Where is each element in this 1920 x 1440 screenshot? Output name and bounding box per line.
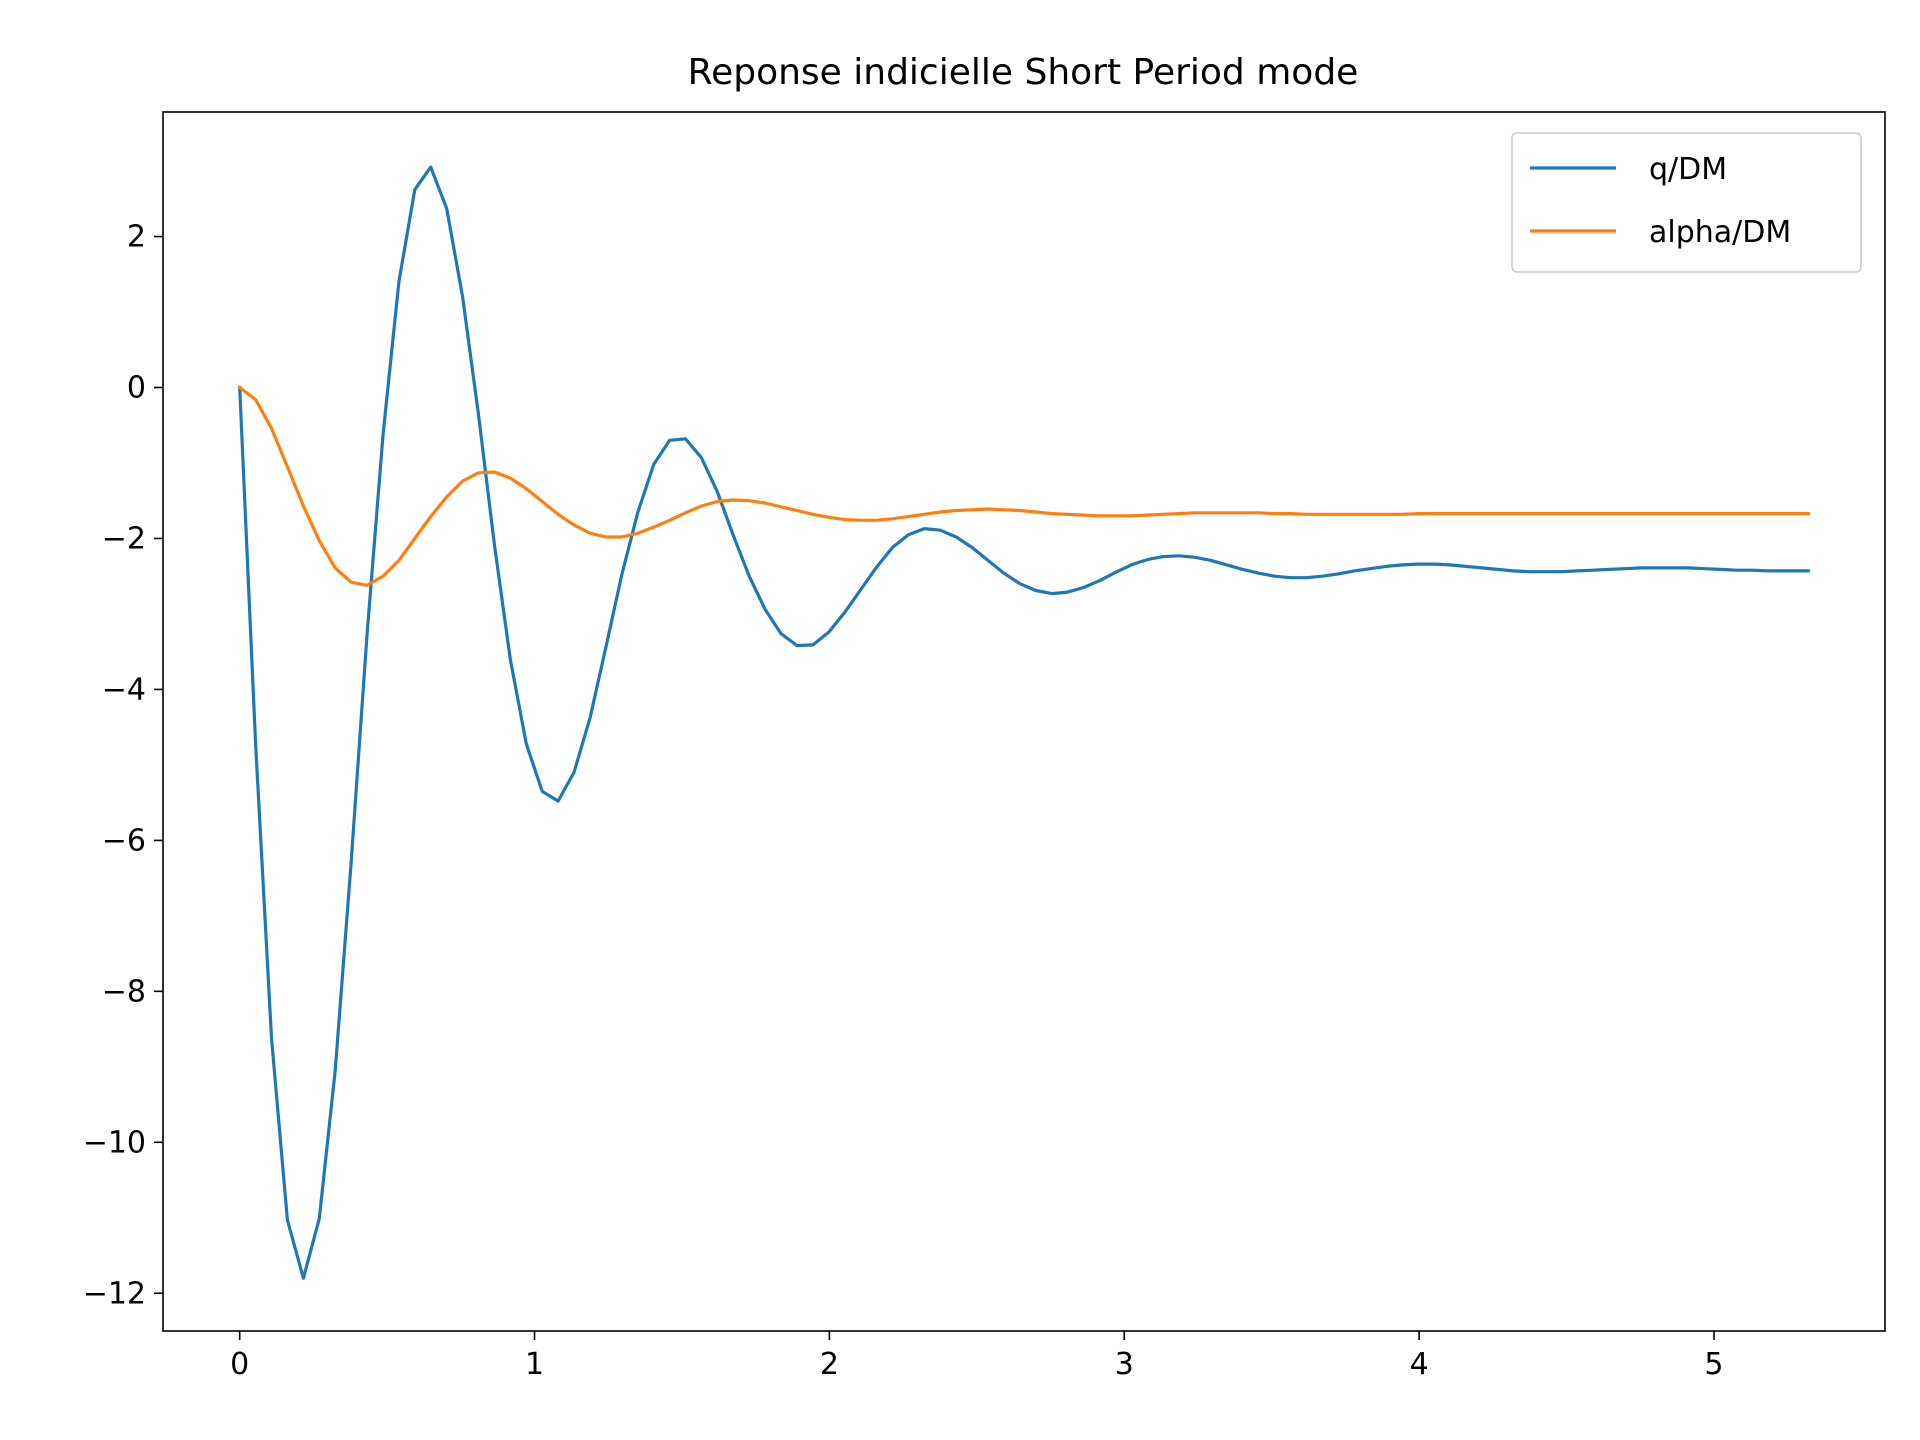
- x-tick-label: 5: [1704, 1347, 1723, 1382]
- y-tick-label: 0: [127, 371, 146, 406]
- legend: q/DM alpha/DM: [1511, 132, 1862, 273]
- y-tick-label: −6: [102, 823, 146, 858]
- y-tick-label: 2: [127, 220, 146, 255]
- axes: 0 1 2 3 4 5 2 0 −2 −4 −6 −8 −10 −12: [83, 111, 1886, 1382]
- x-tick-label: 3: [1115, 1347, 1134, 1382]
- x-tick-label: 4: [1410, 1347, 1429, 1382]
- series-line-q-dm: [238, 165, 1810, 1280]
- x-tick-label: 1: [525, 1347, 544, 1382]
- x-tick-label: 2: [820, 1347, 839, 1382]
- series-line-alpha-dm: [237, 385, 1810, 587]
- y-tick-label: −8: [102, 974, 146, 1009]
- legend-label-alpha-dm: alpha/DM: [1649, 215, 1791, 250]
- chart-title: Reponse indicielle Short Period mode: [688, 52, 1359, 93]
- axes-frame: [162, 111, 1886, 1332]
- plot-area: [237, 165, 1810, 1280]
- y-tick-label: −12: [83, 1276, 146, 1311]
- y-tick-label: −10: [83, 1125, 146, 1160]
- y-tick-label: −2: [102, 521, 146, 556]
- y-tick-label: −4: [102, 672, 146, 707]
- legend-label-q-dm: q/DM: [1649, 152, 1727, 187]
- x-tick-label: 0: [230, 1347, 249, 1382]
